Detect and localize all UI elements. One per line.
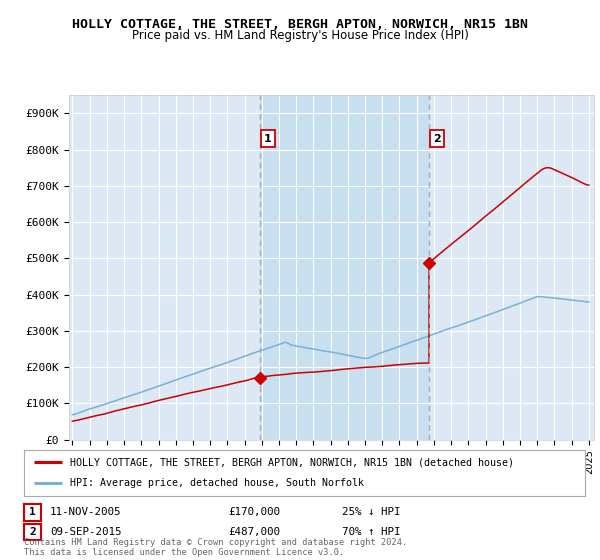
Text: £170,000: £170,000 bbox=[228, 507, 280, 517]
Text: 2: 2 bbox=[433, 134, 441, 144]
Text: £487,000: £487,000 bbox=[228, 527, 280, 537]
Text: 1: 1 bbox=[29, 507, 36, 517]
Text: Price paid vs. HM Land Registry's House Price Index (HPI): Price paid vs. HM Land Registry's House … bbox=[131, 29, 469, 42]
Text: 25% ↓ HPI: 25% ↓ HPI bbox=[342, 507, 401, 517]
Text: Contains HM Land Registry data © Crown copyright and database right 2024.
This d: Contains HM Land Registry data © Crown c… bbox=[24, 538, 407, 557]
Text: 09-SEP-2015: 09-SEP-2015 bbox=[50, 527, 121, 537]
Text: 11-NOV-2005: 11-NOV-2005 bbox=[50, 507, 121, 517]
Text: 70% ↑ HPI: 70% ↑ HPI bbox=[342, 527, 401, 537]
Text: HOLLY COTTAGE, THE STREET, BERGH APTON, NORWICH, NR15 1BN: HOLLY COTTAGE, THE STREET, BERGH APTON, … bbox=[72, 18, 528, 31]
Text: HPI: Average price, detached house, South Norfolk: HPI: Average price, detached house, Sout… bbox=[70, 478, 364, 488]
Bar bbox=[260, 95, 429, 440]
Text: 1: 1 bbox=[264, 134, 272, 144]
Text: 2: 2 bbox=[29, 527, 36, 537]
Text: HOLLY COTTAGE, THE STREET, BERGH APTON, NORWICH, NR15 1BN (detached house): HOLLY COTTAGE, THE STREET, BERGH APTON, … bbox=[70, 457, 514, 467]
